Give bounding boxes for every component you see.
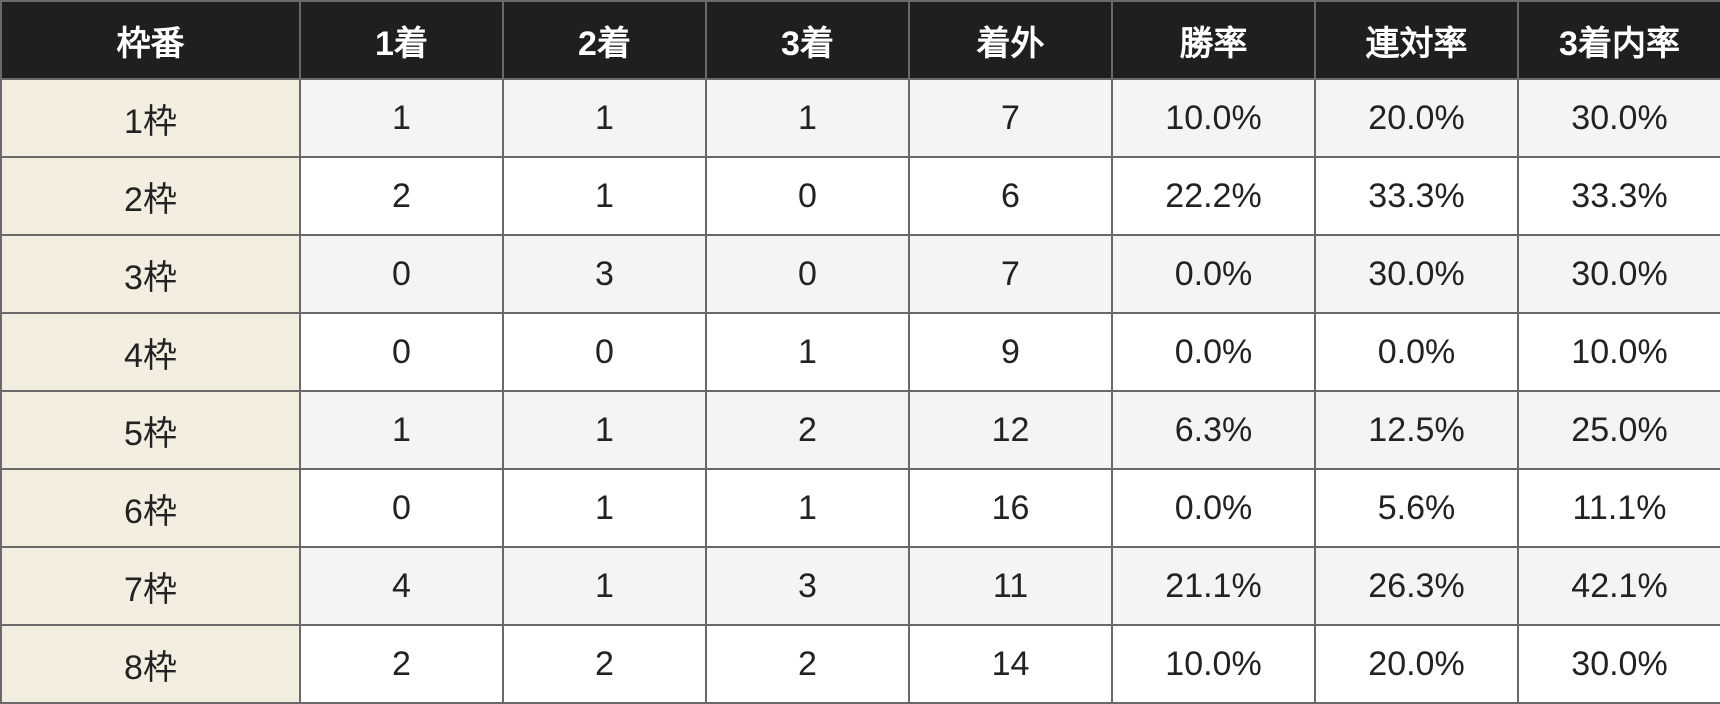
table-cell: 3 [502, 234, 707, 314]
table-cell: 25.0% [1517, 390, 1720, 470]
col-header-first-place: 1着 [299, 0, 504, 80]
row-label-frame-6: 6枠 [0, 468, 301, 548]
table-cell: 30.0% [1314, 234, 1519, 314]
table-cell: 0.0% [1314, 312, 1519, 392]
table-cell: 2 [502, 624, 707, 704]
table-cell: 0 [705, 156, 910, 236]
table-cell: 0 [502, 312, 707, 392]
table-cell: 3 [705, 546, 910, 626]
col-header-third-place: 3着 [705, 0, 910, 80]
row-label-frame-1: 1枠 [0, 78, 301, 158]
table-cell: 2 [299, 624, 504, 704]
table-cell: 11.1% [1517, 468, 1720, 548]
table-cell: 0.0% [1111, 234, 1316, 314]
table-cell: 2 [705, 390, 910, 470]
table-cell: 10.0% [1517, 312, 1720, 392]
table-cell: 20.0% [1314, 78, 1519, 158]
table-cell: 42.1% [1517, 546, 1720, 626]
table-cell: 10.0% [1111, 78, 1316, 158]
col-header-show-rate: 3着内率 [1517, 0, 1720, 80]
row-label-frame-7: 7枠 [0, 546, 301, 626]
row-label-frame-8: 8枠 [0, 624, 301, 704]
table-row-frame-7: 7枠 4 1 3 11 21.1% 26.3% 42.1% [0, 546, 1720, 626]
table-cell: 30.0% [1517, 78, 1720, 158]
header-row: 枠番 1着 2着 3着 着外 勝率 連対率 3着内率 [0, 0, 1720, 80]
table-cell: 6.3% [1111, 390, 1316, 470]
table-cell: 2 [705, 624, 910, 704]
table-cell: 1 [502, 468, 707, 548]
row-label-frame-2: 2枠 [0, 156, 301, 236]
table-cell: 1 [705, 312, 910, 392]
table-cell: 30.0% [1517, 624, 1720, 704]
table-cell: 0 [299, 468, 504, 548]
table-cell: 26.3% [1314, 546, 1519, 626]
table-cell: 1 [299, 390, 504, 470]
row-label-frame-3: 3枠 [0, 234, 301, 314]
row-label-frame-4: 4枠 [0, 312, 301, 392]
table-cell: 4 [299, 546, 504, 626]
table-cell: 12.5% [1314, 390, 1519, 470]
table-cell: 16 [908, 468, 1113, 548]
table-row-frame-6: 6枠 0 1 1 16 0.0% 5.6% 11.1% [0, 468, 1720, 548]
table-cell: 1 [502, 546, 707, 626]
table-cell: 0 [299, 234, 504, 314]
col-header-out-of-place: 着外 [908, 0, 1113, 80]
table-cell: 1 [502, 156, 707, 236]
table-row-frame-8: 8枠 2 2 2 14 10.0% 20.0% 30.0% [0, 624, 1720, 704]
table-cell: 21.1% [1111, 546, 1316, 626]
table-cell: 14 [908, 624, 1113, 704]
table-row-frame-3: 3枠 0 3 0 7 0.0% 30.0% 30.0% [0, 234, 1720, 314]
table-row-frame-5: 5枠 1 1 2 12 6.3% 12.5% 25.0% [0, 390, 1720, 470]
table-row-frame-2: 2枠 2 1 0 6 22.2% 33.3% 33.3% [0, 156, 1720, 236]
table-cell: 33.3% [1314, 156, 1519, 236]
col-header-frame-number: 枠番 [0, 0, 301, 80]
table-cell: 0 [299, 312, 504, 392]
table-cell: 9 [908, 312, 1113, 392]
table-cell: 1 [299, 78, 504, 158]
table-cell: 7 [908, 234, 1113, 314]
row-label-frame-5: 5枠 [0, 390, 301, 470]
table-cell: 20.0% [1314, 624, 1519, 704]
table-cell: 11 [908, 546, 1113, 626]
table-cell: 0 [705, 234, 910, 314]
table-row-frame-4: 4枠 0 0 1 9 0.0% 0.0% 10.0% [0, 312, 1720, 392]
table-cell: 1 [502, 78, 707, 158]
table-cell: 0.0% [1111, 312, 1316, 392]
table-cell: 22.2% [1111, 156, 1316, 236]
table-cell: 5.6% [1314, 468, 1519, 548]
table-cell: 6 [908, 156, 1113, 236]
table-cell: 1 [705, 468, 910, 548]
table-cell: 12 [908, 390, 1113, 470]
table-cell: 1 [502, 390, 707, 470]
table-cell: 2 [299, 156, 504, 236]
table-row-frame-1: 1枠 1 1 1 7 10.0% 20.0% 30.0% [0, 78, 1720, 158]
table-cell: 33.3% [1517, 156, 1720, 236]
table-cell: 10.0% [1111, 624, 1316, 704]
table-cell: 1 [705, 78, 910, 158]
col-header-quinella-rate: 連対率 [1314, 0, 1519, 80]
table-cell: 0.0% [1111, 468, 1316, 548]
col-header-win-rate: 勝率 [1111, 0, 1316, 80]
table-cell: 7 [908, 78, 1113, 158]
col-header-second-place: 2着 [502, 0, 707, 80]
table-cell: 30.0% [1517, 234, 1720, 314]
